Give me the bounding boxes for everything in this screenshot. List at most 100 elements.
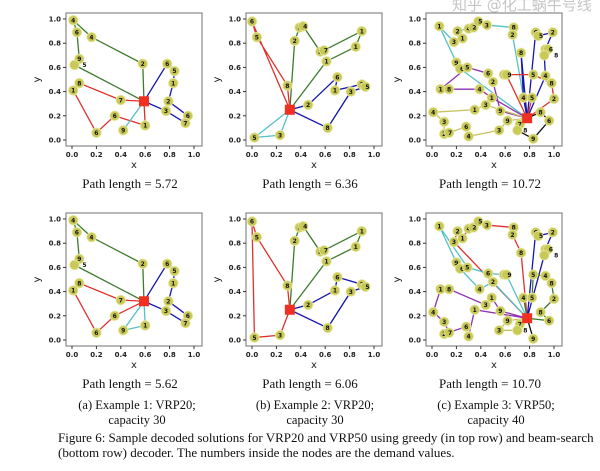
node-demand-label: 6 bbox=[549, 246, 553, 253]
customer-node bbox=[507, 229, 518, 240]
node-demand-label: 4 bbox=[467, 226, 471, 233]
customer-node bbox=[480, 99, 491, 111]
node-demand-label: 4 bbox=[89, 234, 93, 241]
node-demand-label: 3 bbox=[164, 108, 168, 115]
path-length-label: Path length = 10.70 bbox=[439, 376, 541, 391]
node-demand-label: 5 bbox=[531, 272, 535, 279]
node-demand-label: 1 bbox=[143, 123, 147, 130]
y-tick-label: 1.0 bbox=[229, 216, 242, 224]
customer-node bbox=[457, 33, 468, 44]
watermark: 知乎 @化工蜗牛号线 bbox=[452, 0, 592, 14]
customer-node bbox=[487, 76, 499, 88]
customer-node bbox=[474, 283, 485, 295]
customer-node bbox=[532, 30, 544, 42]
x-tick-label: 1.0 bbox=[368, 351, 381, 359]
x-tick-label: 1.0 bbox=[188, 351, 201, 359]
node-demand-label: 5 bbox=[531, 72, 535, 79]
node-demand-label: 5 bbox=[252, 335, 256, 342]
customer-node bbox=[547, 27, 558, 38]
customer-node bbox=[360, 81, 371, 92]
node-demand-label: 8 bbox=[285, 83, 289, 90]
y-tick-label: 0.0 bbox=[409, 137, 422, 145]
customer-node bbox=[469, 304, 480, 315]
y-tick-label: 0.2 bbox=[229, 312, 242, 320]
customer-node bbox=[345, 86, 357, 97]
y-tick-label: 0.4 bbox=[229, 288, 242, 296]
customer-node bbox=[332, 271, 343, 283]
node-demand-label: 9 bbox=[507, 72, 511, 79]
node-demand-label: 9 bbox=[77, 56, 81, 63]
x-tick-label: 1.0 bbox=[548, 351, 561, 359]
node-demand-label: 1 bbox=[460, 236, 464, 243]
node-demand-label: 4 bbox=[467, 26, 471, 33]
y-tick-label: 0.0 bbox=[229, 337, 242, 345]
y-tick-label: 0.6 bbox=[49, 264, 62, 272]
node-demand-label: 1 bbox=[437, 23, 441, 30]
node-demand-label: 8 bbox=[538, 309, 542, 316]
x-tick-label: 0.2 bbox=[450, 351, 463, 359]
node-demand-label: 5 bbox=[530, 95, 534, 102]
y-tick-label: 0.8 bbox=[409, 240, 422, 248]
depot-marker bbox=[138, 296, 149, 307]
node-demand-label: 2 bbox=[456, 28, 460, 35]
x-tick-label: 1.0 bbox=[188, 151, 201, 159]
node-demand-label: 9 bbox=[531, 136, 535, 143]
y-tick-label: 0.4 bbox=[409, 88, 422, 96]
node-demand-label: 3 bbox=[452, 39, 456, 46]
customer-node bbox=[448, 36, 460, 48]
customer-node bbox=[115, 94, 127, 106]
path-length-label: Path length = 5.62 bbox=[82, 376, 177, 391]
customer-node bbox=[463, 331, 474, 342]
customer-node bbox=[507, 29, 518, 40]
node-demand-label: 8 bbox=[326, 325, 330, 332]
subcaption-c-line1: (c) Example 3: VRP50; bbox=[437, 398, 555, 412]
customer-node bbox=[329, 285, 341, 296]
y-tick-label: 0.6 bbox=[229, 64, 242, 72]
node-demand-label: 8 bbox=[77, 80, 81, 87]
customer-node bbox=[322, 322, 333, 334]
node-demand-label: 8 bbox=[538, 109, 542, 116]
customer-node bbox=[526, 292, 538, 303]
node-demand-label: 9 bbox=[498, 108, 502, 115]
node-demand-label: 6 bbox=[460, 66, 464, 73]
x-tick-label: 0.4 bbox=[295, 351, 308, 359]
figure-6-plots: 0.00.00.20.20.40.40.60.60.80.81.01.0xy46… bbox=[32, 12, 563, 391]
customer-node bbox=[532, 230, 544, 242]
node-demand-label: 4 bbox=[303, 223, 307, 230]
node-demand-label: 2 bbox=[442, 131, 446, 138]
customer-node bbox=[137, 58, 148, 69]
customer-node bbox=[356, 225, 368, 237]
x-tick-label: 0.0 bbox=[426, 151, 439, 159]
figure-caption: Figure 6: Sample decoded solutions for V… bbox=[58, 430, 598, 460]
node-demand-label: 8 bbox=[512, 25, 516, 32]
plot-c-beam: 0.00.00.20.20.40.40.60.60.80.81.01.0xy12… bbox=[392, 212, 563, 391]
x-axis-label: x bbox=[311, 360, 317, 371]
y-tick-label: 0.4 bbox=[229, 88, 242, 96]
node-demand-label: 1 bbox=[171, 80, 175, 87]
node-demand-label: 8 bbox=[447, 286, 451, 293]
customer-node bbox=[246, 16, 258, 27]
customer-node bbox=[493, 125, 505, 136]
y-tick-label: 1.0 bbox=[229, 16, 242, 24]
customer-node bbox=[282, 280, 293, 291]
customer-node bbox=[68, 15, 79, 26]
node-demand-label: 1 bbox=[460, 36, 464, 43]
node-demand-label: 2 bbox=[293, 38, 297, 45]
customer-node bbox=[535, 306, 546, 318]
node-demand-label: 4 bbox=[477, 86, 481, 93]
y-tick-label: 0.6 bbox=[409, 64, 422, 72]
node-demand-label: 4 bbox=[543, 73, 547, 80]
node-demand-label: 1 bbox=[360, 28, 364, 35]
node-demand-label: 2 bbox=[472, 25, 476, 32]
node-demand-label: 6 bbox=[464, 124, 468, 131]
x-tick-label: 1.0 bbox=[368, 151, 381, 159]
x-tick-label: 0.2 bbox=[270, 151, 283, 159]
node-demand-label: 6 bbox=[549, 46, 553, 53]
customer-node bbox=[482, 68, 494, 79]
x-tick-label: 0.8 bbox=[523, 351, 536, 359]
node-demand-label: 6 bbox=[75, 230, 79, 237]
y-tick-label: 0.8 bbox=[229, 240, 242, 248]
node-demand-label: 2 bbox=[510, 32, 514, 39]
node-demand-label: 8 bbox=[447, 86, 451, 93]
customer-node bbox=[452, 25, 463, 37]
